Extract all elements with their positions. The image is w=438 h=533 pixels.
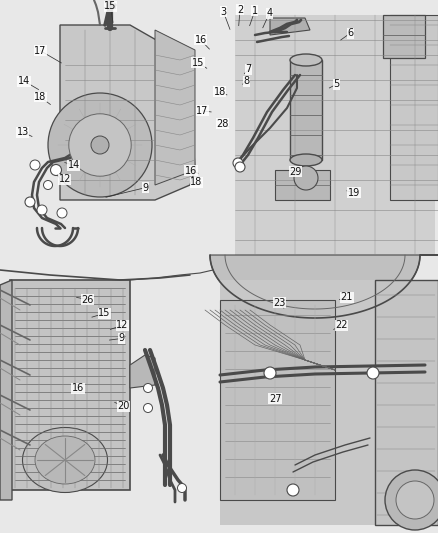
- Polygon shape: [290, 60, 322, 160]
- Polygon shape: [220, 300, 335, 500]
- Circle shape: [235, 162, 245, 172]
- Text: 21: 21: [341, 293, 353, 302]
- Ellipse shape: [69, 114, 131, 176]
- Text: 15: 15: [98, 309, 110, 318]
- Text: 12: 12: [59, 174, 71, 184]
- Circle shape: [287, 484, 299, 496]
- Polygon shape: [10, 280, 130, 490]
- Text: 18: 18: [214, 87, 226, 96]
- Text: 16: 16: [194, 35, 207, 45]
- Circle shape: [144, 384, 152, 392]
- Text: 14: 14: [18, 76, 30, 86]
- Polygon shape: [270, 18, 310, 35]
- Text: 15: 15: [192, 58, 204, 68]
- Circle shape: [25, 197, 35, 207]
- Text: 7: 7: [246, 64, 252, 74]
- Ellipse shape: [22, 427, 107, 492]
- Text: 17: 17: [196, 106, 208, 116]
- Text: 2: 2: [237, 5, 243, 14]
- Polygon shape: [220, 280, 435, 525]
- Circle shape: [233, 158, 243, 168]
- Text: 13: 13: [17, 127, 29, 137]
- Text: 8: 8: [243, 76, 249, 86]
- Text: 5: 5: [333, 79, 339, 89]
- Text: 15: 15: [104, 2, 117, 11]
- Text: 22: 22: [336, 320, 348, 330]
- Polygon shape: [0, 280, 12, 500]
- Polygon shape: [210, 255, 438, 318]
- Polygon shape: [390, 15, 438, 200]
- Ellipse shape: [91, 136, 109, 154]
- Circle shape: [50, 165, 61, 175]
- Text: 12: 12: [117, 320, 129, 330]
- Polygon shape: [60, 25, 195, 200]
- Text: 18: 18: [190, 177, 202, 187]
- Ellipse shape: [290, 154, 322, 166]
- Text: 23: 23: [273, 298, 286, 308]
- Text: 4: 4: [266, 9, 272, 18]
- Text: 1: 1: [252, 6, 258, 15]
- Circle shape: [367, 367, 379, 379]
- Polygon shape: [235, 15, 435, 255]
- Circle shape: [264, 367, 276, 379]
- Text: 16: 16: [185, 166, 197, 175]
- Polygon shape: [275, 170, 330, 200]
- Text: 6: 6: [347, 28, 353, 38]
- Circle shape: [57, 208, 67, 218]
- Circle shape: [37, 205, 47, 215]
- Polygon shape: [383, 15, 425, 58]
- Text: 14: 14: [67, 160, 80, 170]
- Circle shape: [43, 181, 53, 190]
- Text: 17: 17: [34, 46, 46, 55]
- Text: 26: 26: [81, 295, 94, 304]
- Polygon shape: [155, 30, 195, 185]
- Text: 28: 28: [216, 119, 229, 128]
- Circle shape: [294, 166, 318, 190]
- Text: 20: 20: [117, 401, 130, 411]
- Ellipse shape: [290, 54, 322, 66]
- Ellipse shape: [385, 470, 438, 530]
- Text: 9: 9: [142, 183, 148, 192]
- Text: 9: 9: [119, 334, 125, 343]
- Text: 27: 27: [269, 394, 281, 403]
- Text: 18: 18: [34, 92, 46, 102]
- Polygon shape: [130, 355, 155, 388]
- Ellipse shape: [396, 481, 434, 519]
- Circle shape: [144, 403, 152, 413]
- Polygon shape: [375, 280, 438, 525]
- Circle shape: [177, 483, 187, 492]
- Text: 3: 3: [220, 7, 226, 17]
- Text: 29: 29: [290, 167, 302, 176]
- Circle shape: [30, 160, 40, 170]
- Text: 16: 16: [72, 383, 84, 393]
- Ellipse shape: [48, 93, 152, 197]
- Text: 19: 19: [348, 188, 360, 198]
- Ellipse shape: [35, 436, 95, 484]
